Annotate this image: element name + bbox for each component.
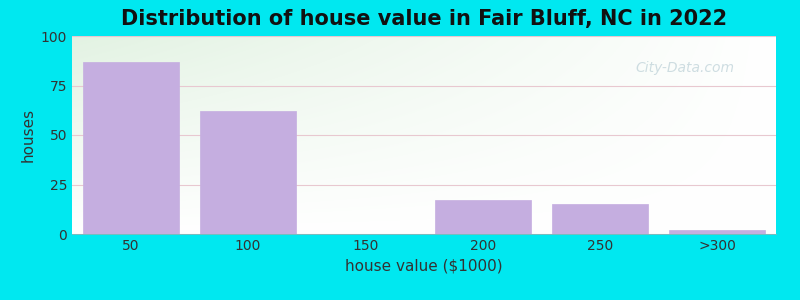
Bar — [82, 62, 178, 234]
Title: Distribution of house value in Fair Bluff, NC in 2022: Distribution of house value in Fair Bluf… — [121, 9, 727, 29]
Bar — [670, 230, 766, 234]
Bar — [552, 204, 648, 234]
Text: City-Data.com: City-Data.com — [635, 61, 734, 75]
Bar — [200, 111, 296, 234]
X-axis label: house value ($1000): house value ($1000) — [345, 258, 503, 273]
Y-axis label: houses: houses — [20, 108, 35, 162]
Bar — [434, 200, 530, 234]
